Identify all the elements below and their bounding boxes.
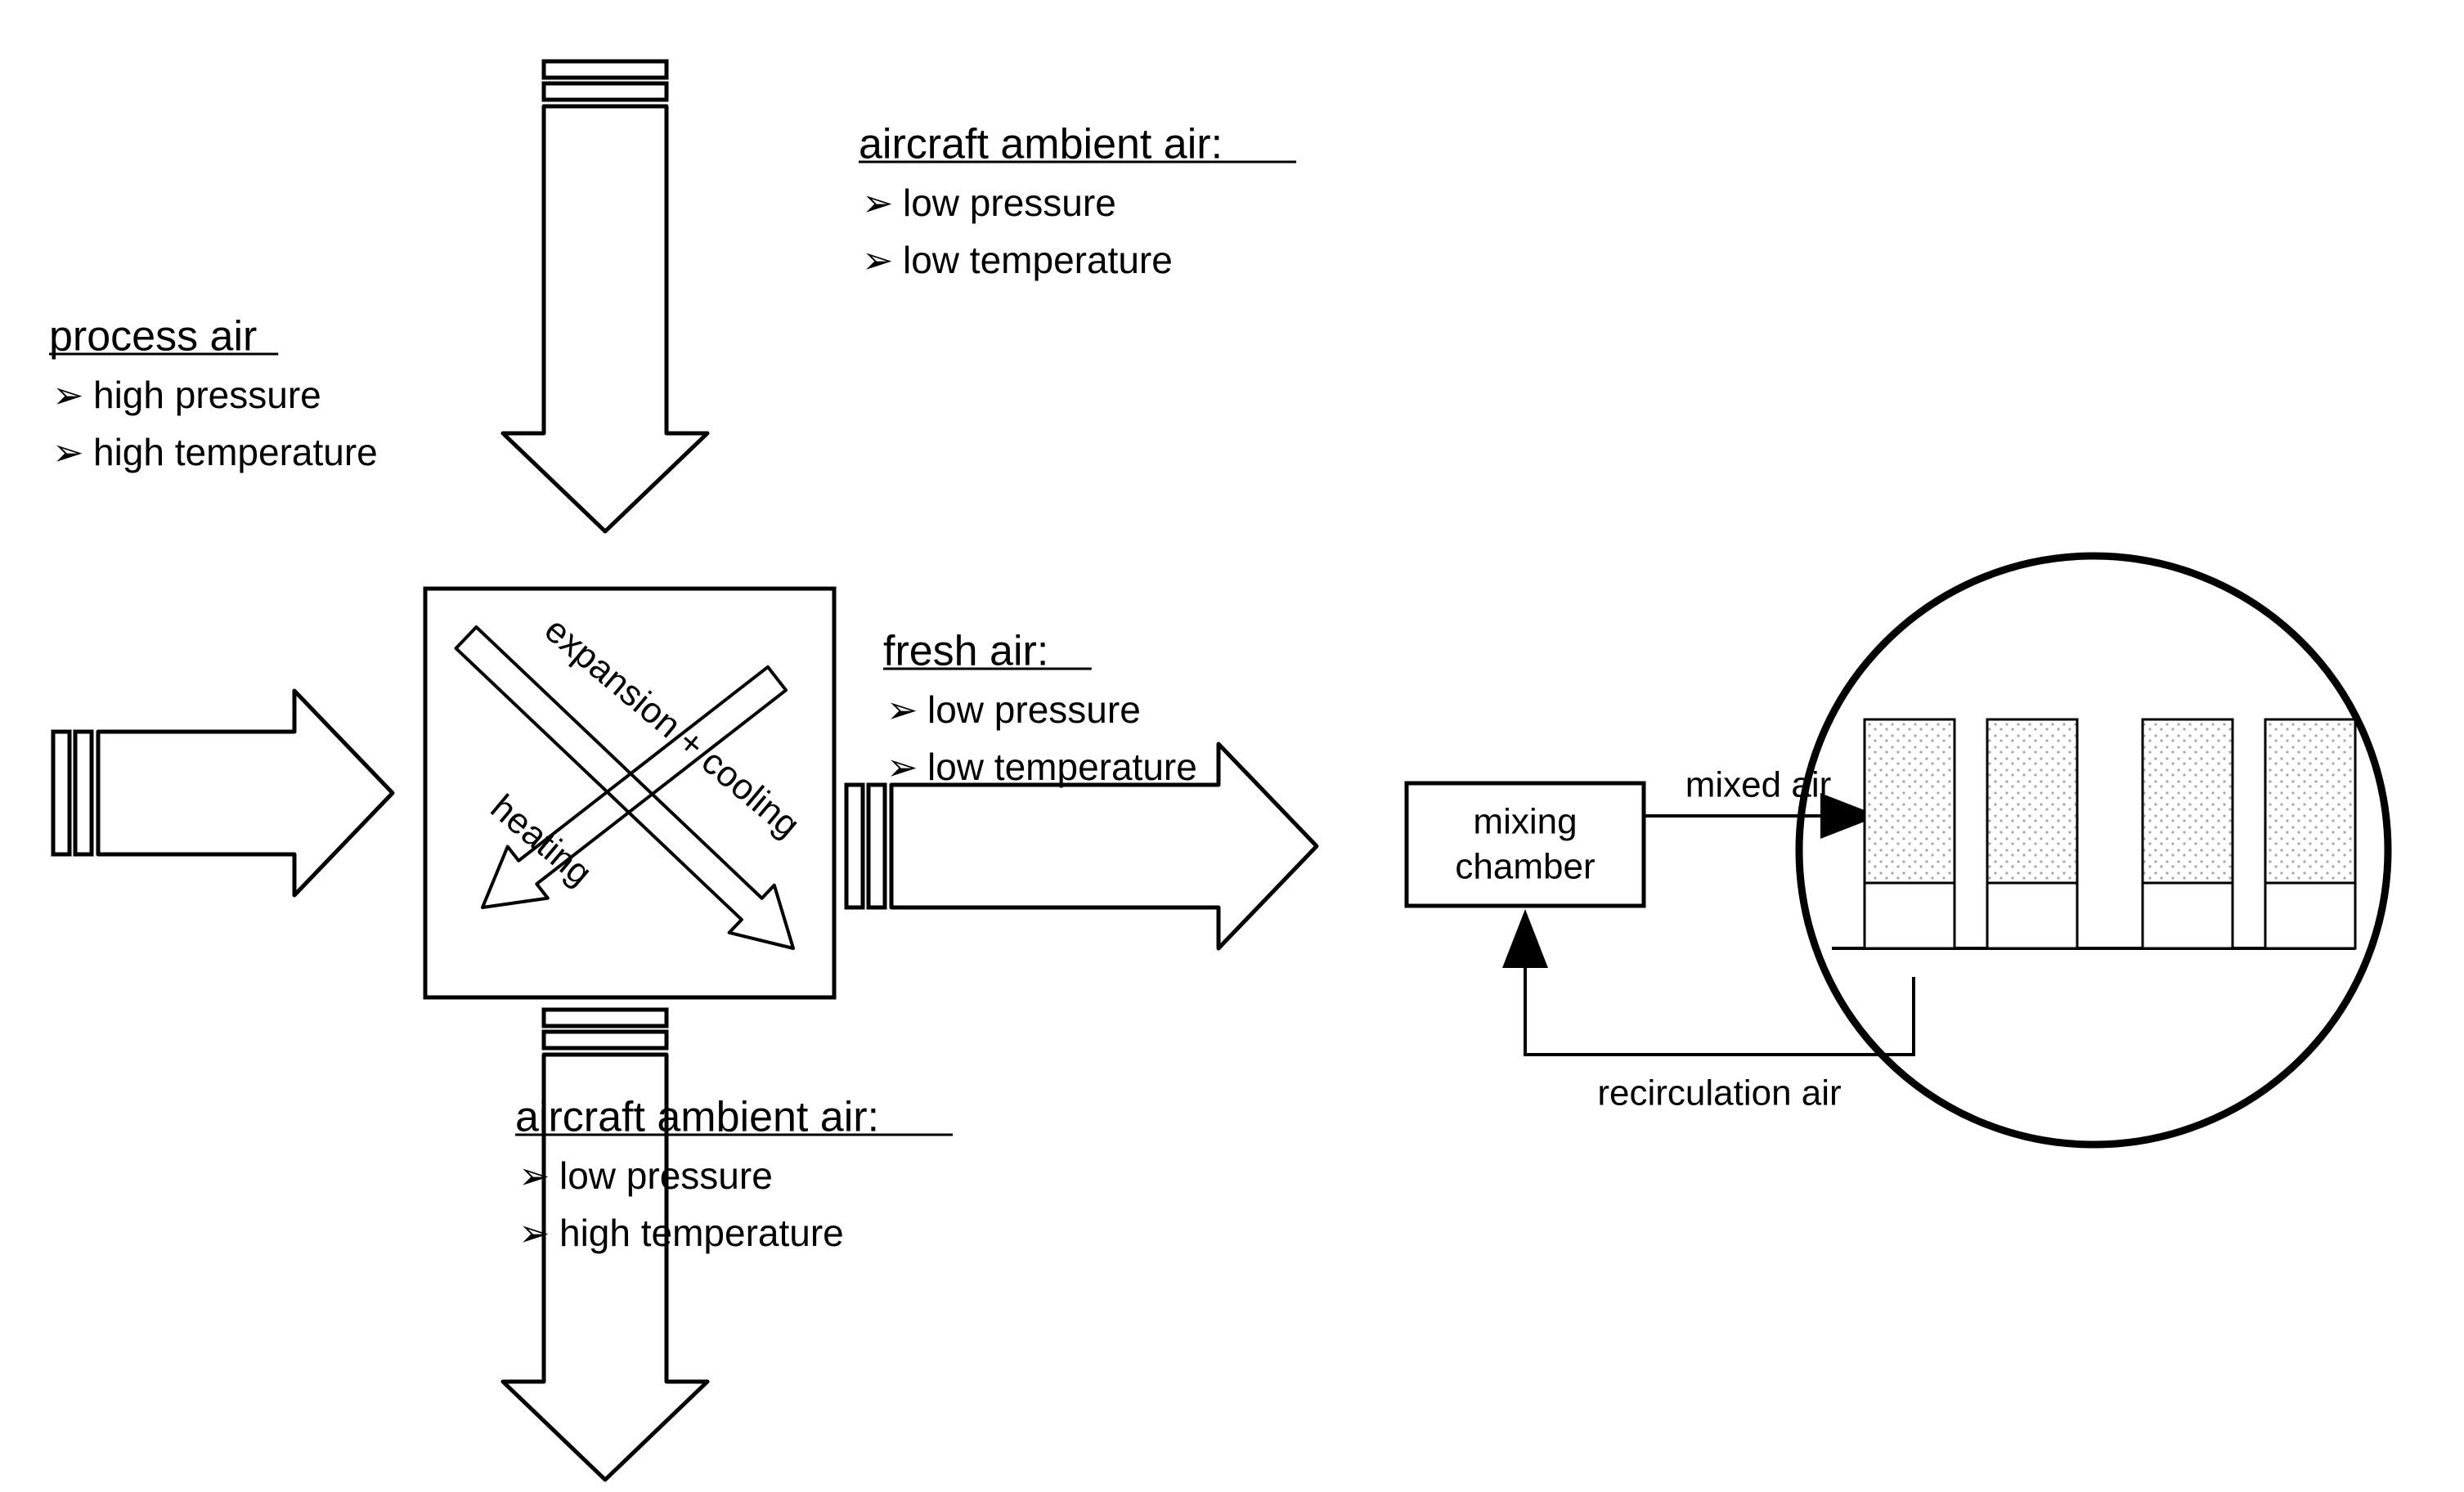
- ambient-top-item-1: low temperature: [903, 239, 1173, 281]
- ambient-bottom-item-0: low pressure: [559, 1154, 773, 1197]
- mixing-chamber-label-2: chamber: [1455, 847, 1595, 887]
- svg-text:➢: ➢: [886, 688, 918, 731]
- process-air: process air➢high pressure➢high temperatu…: [49, 313, 378, 473]
- recirculation-arrow: [1525, 916, 1914, 1055]
- ambient-top-item-0: low pressure: [903, 181, 1116, 224]
- mixing-chamber-label-1: mixing: [1473, 802, 1577, 842]
- svg-text:➢: ➢: [518, 1212, 550, 1254]
- seat-1: [1987, 719, 2077, 948]
- svg-text:➢: ➢: [862, 239, 894, 281]
- fresh-air: fresh air:➢low pressure➢low temperature: [883, 628, 1197, 788]
- svg-text:➢: ➢: [52, 374, 84, 416]
- heating-label: heating: [483, 787, 599, 894]
- svg-text:➢: ➢: [886, 746, 918, 788]
- ambient-top: aircraft ambient air:➢low pressure➢low t…: [859, 121, 1296, 281]
- process-air-item-0: high pressure: [93, 374, 321, 416]
- fresh-air-item-1: low temperature: [927, 746, 1197, 788]
- svg-text:➢: ➢: [862, 181, 894, 224]
- svg-text:➢: ➢: [518, 1154, 550, 1197]
- ambient-top-arrow: [503, 61, 707, 531]
- process-air-arrow: [53, 691, 393, 895]
- process-air-item-1: high temperature: [93, 431, 378, 473]
- ambient-bottom: aircraft ambient air:➢low pressure➢high …: [515, 1094, 953, 1254]
- seat-0: [1865, 719, 1955, 948]
- ambient-bottom-item-1: high temperature: [559, 1212, 844, 1254]
- seat-2: [2143, 719, 2233, 948]
- fresh-air-item-0: low pressure: [927, 688, 1141, 731]
- expansion-cooling-label: expansion + cooling: [537, 610, 807, 845]
- seat-3: [2265, 719, 2355, 948]
- svg-text:➢: ➢: [52, 431, 84, 473]
- recirculation-label: recirculation air: [1597, 1073, 1841, 1113]
